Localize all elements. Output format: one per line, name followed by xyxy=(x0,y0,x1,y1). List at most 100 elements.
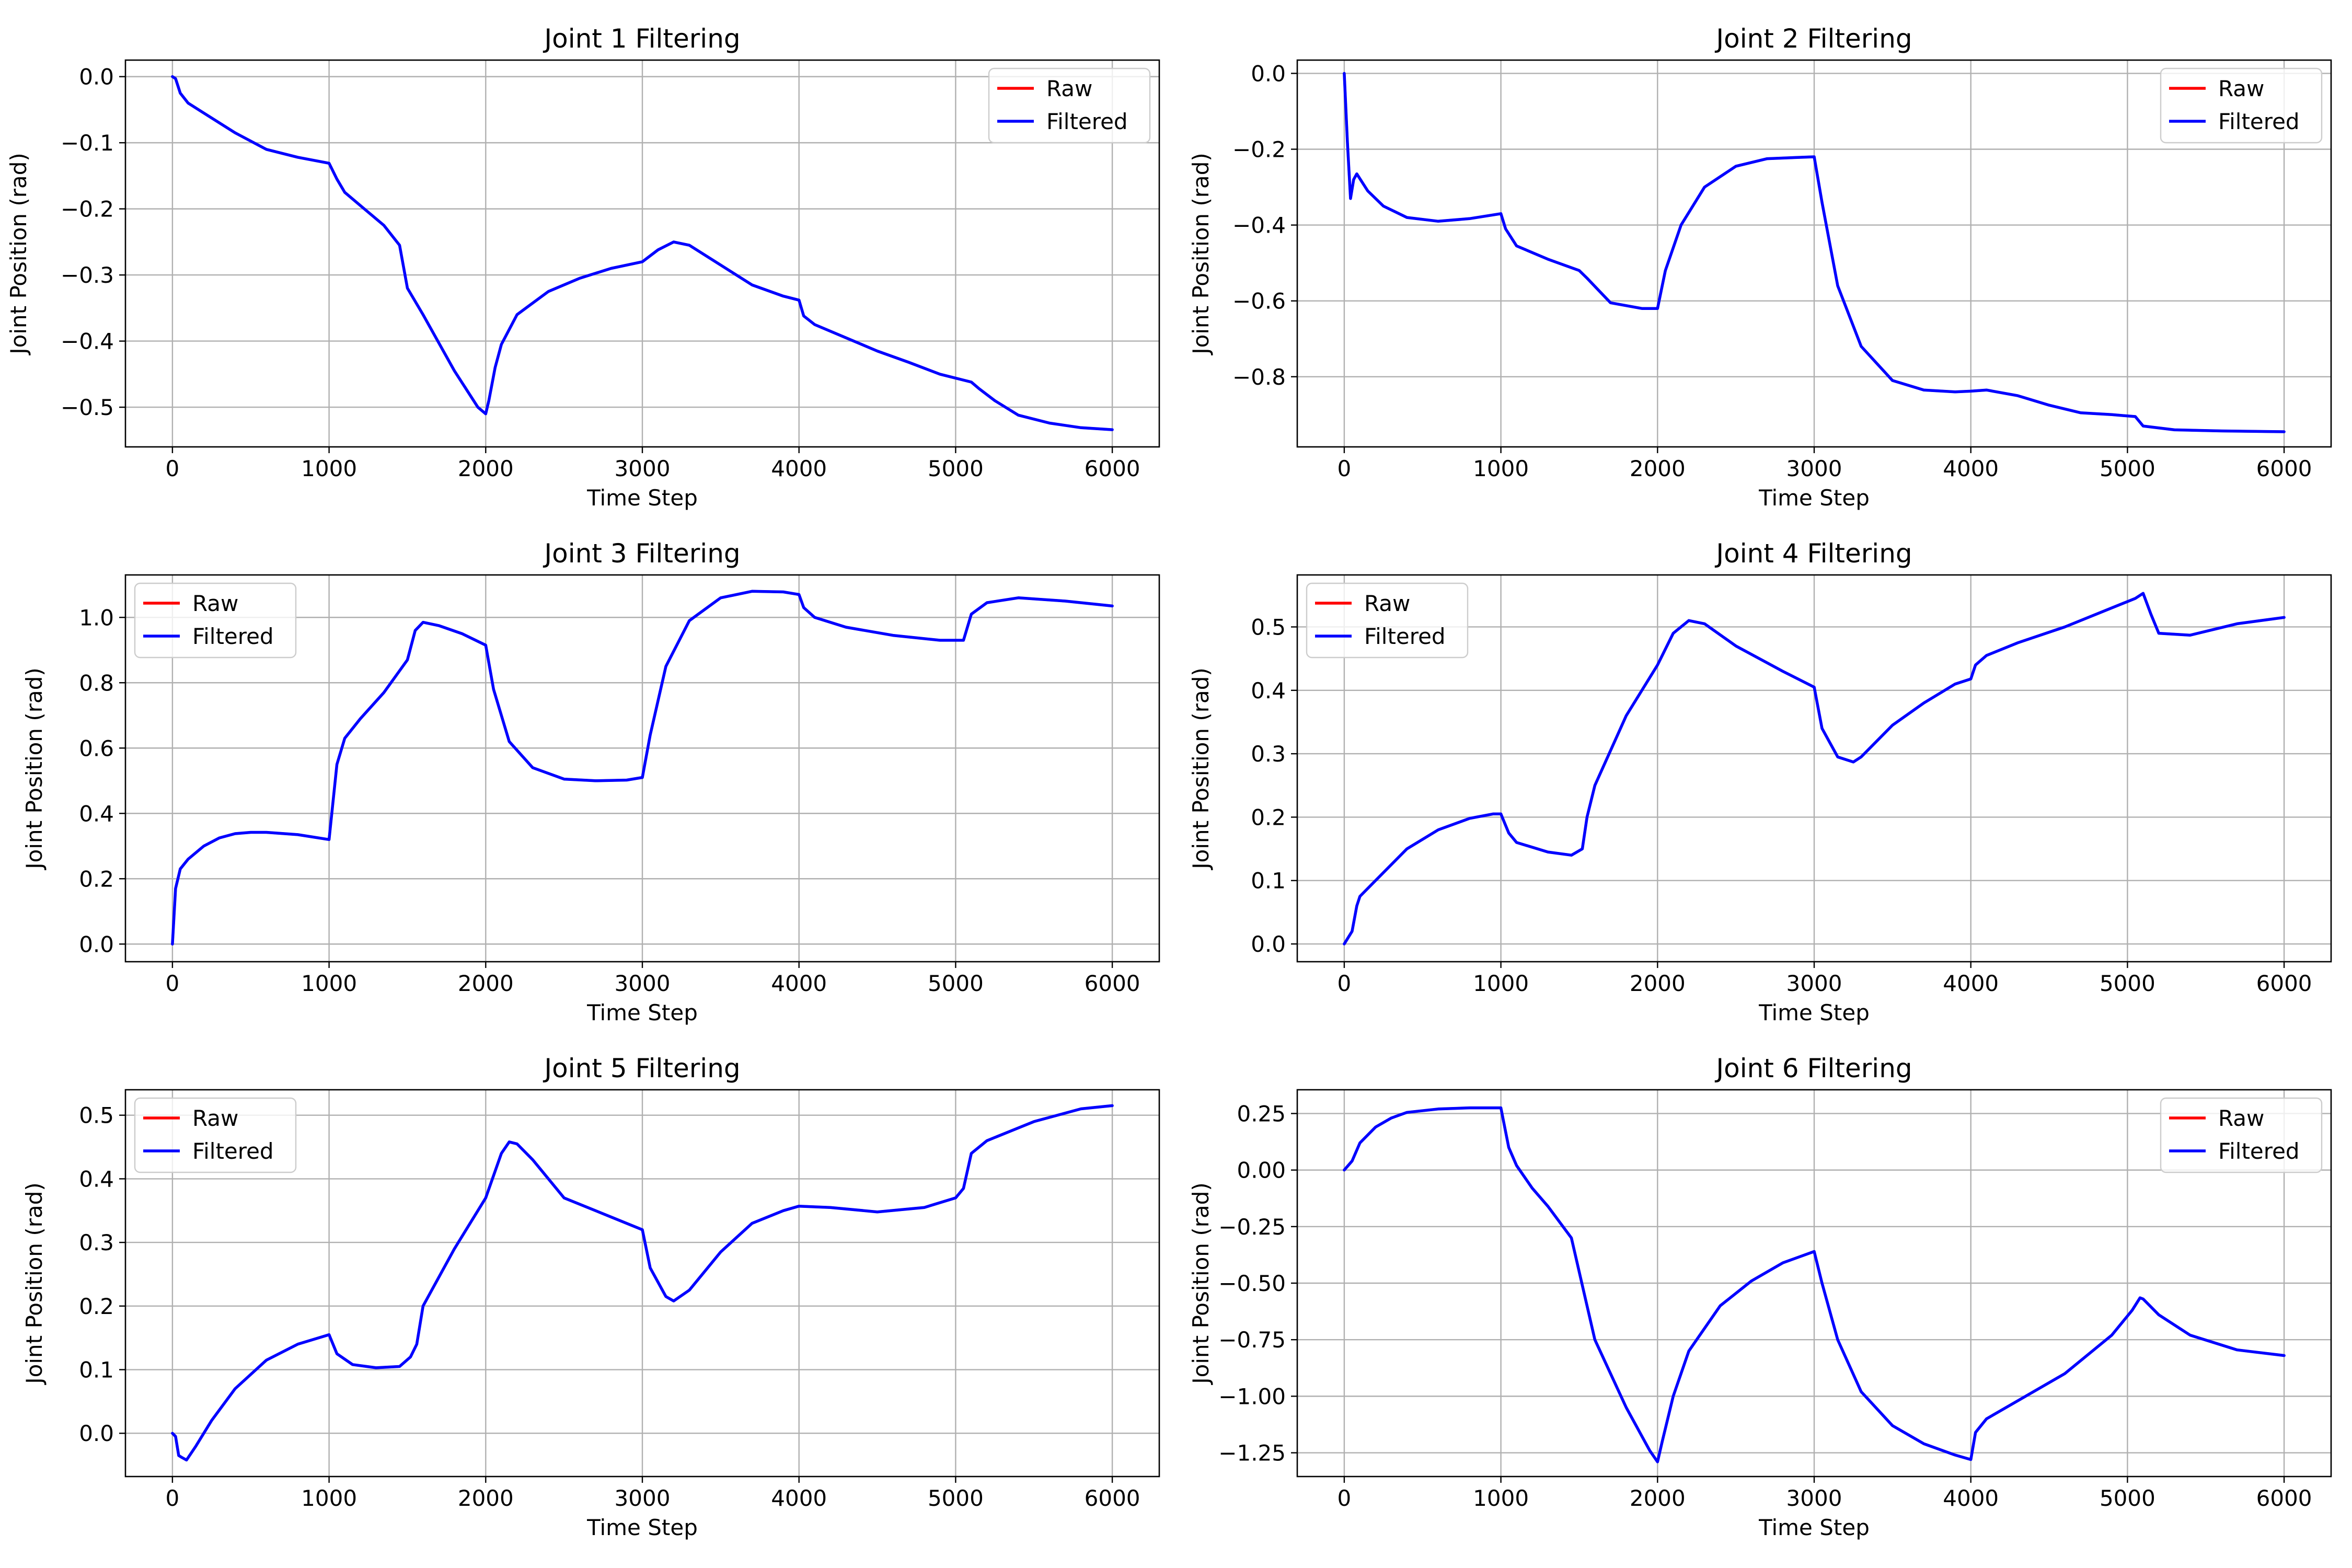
legend-label-raw: Raw xyxy=(1046,76,1092,101)
subplot-joint-4: 0 1000 2000 3000 4000 5000 6000 0.0 0.1 0.2 0.3 0.4… xyxy=(1188,538,2332,1025)
x-tick-label: 4000 xyxy=(1943,1485,1999,1511)
y-tick-label: −0.8 xyxy=(1232,364,1286,390)
y-tick-label: −0.6 xyxy=(1232,289,1286,314)
x-tick-label: 5000 xyxy=(928,971,984,996)
y-tick-label: −0.4 xyxy=(61,329,114,354)
x-tick-label: 4000 xyxy=(1943,456,1999,481)
x-tick-label: 3000 xyxy=(1786,456,1842,481)
legend-label-raw: Raw xyxy=(2218,1105,2264,1131)
legend-label-filtered: Filtered xyxy=(192,624,274,649)
y-tick-label: 0.1 xyxy=(79,1357,114,1383)
series-line-filtered xyxy=(171,590,1114,946)
x-tick-label: 1000 xyxy=(1473,1485,1529,1511)
grid xyxy=(125,1090,1159,1477)
subplot-joint-6: 0 1000 2000 3000 4000 5000 6000 0.25 0.00 −0.25 −0… xyxy=(1188,1053,2332,1540)
x-axis-label: Time Step xyxy=(586,1000,698,1025)
y-tick-label: −0.25 xyxy=(1218,1214,1286,1240)
y-tick-label: −0.3 xyxy=(61,262,114,288)
y-tick-label: −0.2 xyxy=(1232,136,1286,162)
x-tick-label: 6000 xyxy=(2256,971,2312,996)
y-tick-label: 0.6 xyxy=(79,735,114,761)
y-tick-label: 0.5 xyxy=(1251,614,1286,640)
y-axis-label: Joint Position (rad) xyxy=(1188,153,1214,356)
subplot-title: Joint 4 Filtering xyxy=(1714,538,1912,569)
y-tick-label: 0.4 xyxy=(1251,678,1286,704)
x-tick-label: 1000 xyxy=(301,456,357,481)
x-tick-label: 0 xyxy=(1338,1485,1352,1511)
y-axis-label: Joint Position (rad) xyxy=(21,1182,47,1386)
x-tick-label: 0 xyxy=(166,971,180,996)
y-tick-label: 0.4 xyxy=(79,801,114,826)
subplot-title: Joint 2 Filtering xyxy=(1714,24,1912,54)
legend-label-raw: Raw xyxy=(192,591,238,616)
legend-label-filtered: Filtered xyxy=(192,1138,274,1164)
x-tick-label: 4000 xyxy=(771,1485,827,1511)
x-tick-label: 1000 xyxy=(1473,971,1529,996)
subplot-joint-1: 0 1000 2000 3000 4000 5000 6000 0.0 −0.1 −0.2 −0.3… xyxy=(6,24,1160,511)
y-tick-label: 0.8 xyxy=(79,670,114,696)
legend-label-filtered: Filtered xyxy=(1046,109,1128,134)
y-tick-label: 0.00 xyxy=(1237,1158,1286,1183)
x-tick-label: 5000 xyxy=(928,456,984,481)
y-tick-label: 0.5 xyxy=(79,1103,114,1128)
x-tick-label: 2000 xyxy=(1630,971,1686,996)
legend-label-raw: Raw xyxy=(192,1105,238,1131)
y-tick-label: 0.2 xyxy=(1251,804,1286,830)
y-tick-label: 0.25 xyxy=(1237,1101,1286,1126)
y-tick-label: 0.0 xyxy=(79,64,114,90)
legend-label-filtered: Filtered xyxy=(2218,109,2300,134)
x-axis-label: Time Step xyxy=(1758,1000,1870,1025)
x-tick-label: 4000 xyxy=(771,971,827,996)
y-tick-label: −0.2 xyxy=(61,197,114,222)
x-tick-label: 3000 xyxy=(615,971,671,996)
legend-label-raw: Raw xyxy=(1364,591,1410,616)
x-tick-label: 3000 xyxy=(615,1485,671,1511)
x-tick-label: 4000 xyxy=(771,456,827,481)
x-tick-label: 2000 xyxy=(458,456,514,481)
y-tick-label: 0.0 xyxy=(79,1421,114,1446)
x-axis-label: Time Step xyxy=(586,485,698,511)
series-line-filtered xyxy=(1343,1106,2286,1463)
x-tick-label: 2000 xyxy=(1630,456,1686,481)
subplot-title: Joint 1 Filtering xyxy=(543,24,740,54)
y-axis-label: Joint Position (rad) xyxy=(21,667,47,871)
x-tick-label: 6000 xyxy=(2256,456,2312,481)
x-tick-label: 0 xyxy=(166,1485,180,1511)
y-tick-label: 0.0 xyxy=(1251,61,1286,86)
x-tick-label: 2000 xyxy=(458,971,514,996)
y-tick-label: −1.00 xyxy=(1218,1383,1286,1409)
x-tick-label: 5000 xyxy=(928,1485,984,1511)
x-tick-label: 2000 xyxy=(1630,1485,1686,1511)
series-line-filtered xyxy=(1343,592,2286,946)
x-tick-label: 3000 xyxy=(1786,1485,1842,1511)
y-tick-label: 0.3 xyxy=(1251,741,1286,767)
y-tick-label: 1.0 xyxy=(79,605,114,630)
series-line-filtered xyxy=(171,75,1114,431)
y-tick-label: 0.0 xyxy=(1251,931,1286,957)
y-tick-label: −0.5 xyxy=(61,395,114,420)
series-line-filtered xyxy=(1343,72,2286,433)
x-tick-label: 4000 xyxy=(1943,971,1999,996)
y-tick-label: 0.1 xyxy=(1251,868,1286,894)
series-line-filtered xyxy=(171,1104,1114,1462)
y-tick-label: −1.25 xyxy=(1218,1440,1286,1466)
grid xyxy=(125,60,1159,447)
subplot-joint-2: 0 1000 2000 3000 4000 5000 6000 0.0 −0.2 −0.4 −0.6… xyxy=(1188,24,2332,511)
legend-label-filtered: Filtered xyxy=(1364,624,1446,649)
y-tick-label: −0.75 xyxy=(1218,1327,1286,1353)
x-tick-label: 1000 xyxy=(301,971,357,996)
x-tick-label: 1000 xyxy=(1473,456,1529,481)
x-axis-label: Time Step xyxy=(1758,485,1870,511)
x-tick-label: 6000 xyxy=(2256,1485,2312,1511)
subplot-title: Joint 3 Filtering xyxy=(543,538,740,569)
legend-label-filtered: Filtered xyxy=(2218,1138,2300,1164)
x-tick-label: 6000 xyxy=(1085,1485,1140,1511)
x-tick-label: 5000 xyxy=(2100,456,2155,481)
x-axis-label: Time Step xyxy=(1758,1515,1870,1540)
y-axis-label: Joint Position (rad) xyxy=(6,153,31,356)
x-tick-label: 0 xyxy=(1338,971,1352,996)
y-tick-label: −0.50 xyxy=(1218,1271,1286,1296)
y-axis-label: Joint Position (rad) xyxy=(1188,667,1214,871)
